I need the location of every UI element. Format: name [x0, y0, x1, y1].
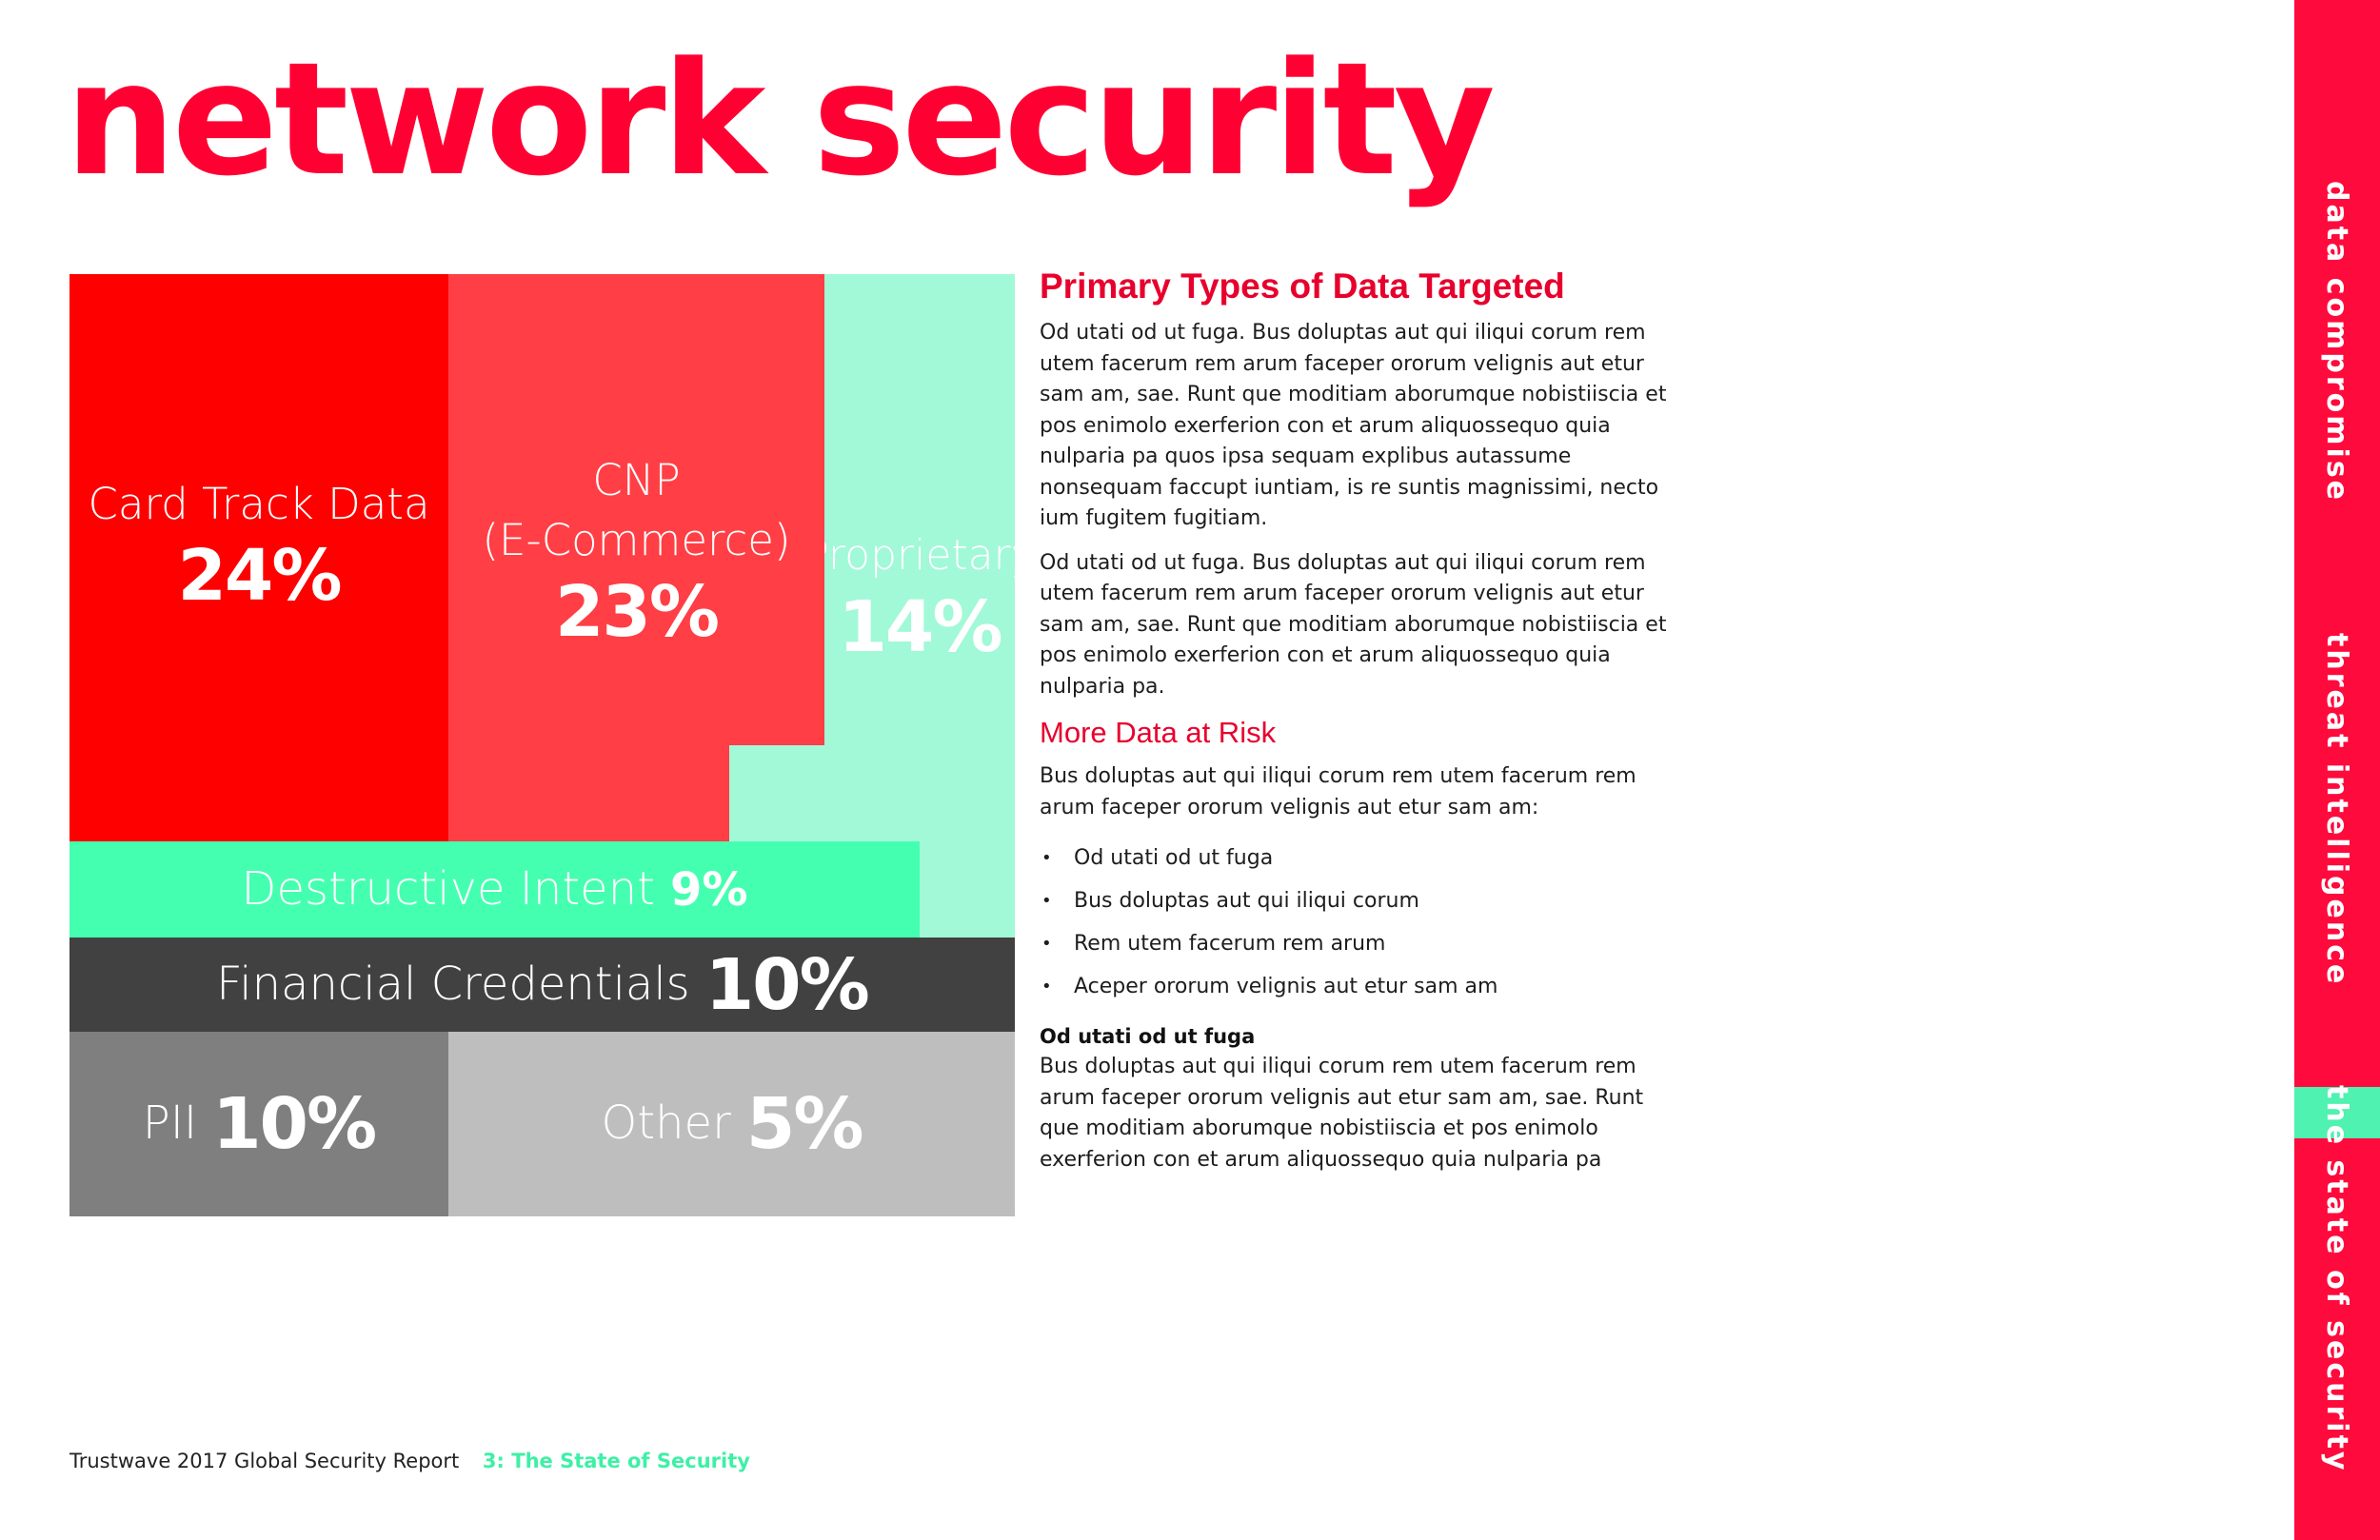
- article-column: Primary Types of Data Targeted Od utati …: [1040, 267, 1687, 1189]
- category-name: PII: [142, 1096, 198, 1151]
- category-name: Card Track Data: [88, 479, 430, 529]
- body-paragraph: Od utati od ut fuga. Bus doluptas aut qu…: [1040, 321, 1667, 530]
- treemap-tile-destructive-intent: [69, 841, 920, 938]
- treemap-tile-other: [448, 1032, 1015, 1216]
- category-percent: 24%: [177, 535, 342, 617]
- category-name: Destructive Intent: [241, 861, 655, 916]
- category-percent: 10%: [212, 1083, 377, 1165]
- side-nav-band: data compromise threat intelligence the …: [2294, 0, 2380, 1540]
- report-name: Trustwave 2017 Global Security Report: [69, 1450, 460, 1472]
- treemap-tile-cnp-lower: [448, 745, 729, 841]
- treemap-tile-card-track-data: [69, 274, 448, 841]
- body-paragraph: Bus doluptas aut qui iliqui corum rem ut…: [1040, 764, 1636, 819]
- side-nav-item-state-of-security[interactable]: the state of security: [2320, 1085, 2353, 1473]
- category-name: Proprietary: [824, 531, 1015, 580]
- active-section-tab: [2294, 1087, 2380, 1138]
- treemap-tile-financial-credentials: [69, 938, 1015, 1032]
- category-percent: 14%: [838, 585, 1002, 668]
- section-subheading: More Data at Risk: [1040, 716, 1277, 749]
- label-cnp: CNP (E-Commerce) 23%: [448, 450, 824, 655]
- label-destructive-intent: Destructive Intent 9%: [69, 841, 920, 938]
- category-percent: 5%: [745, 1083, 864, 1165]
- category-percent: 10%: [704, 943, 870, 1026]
- body-paragraph: Bus doluptas aut qui iliqui corum rem ut…: [1040, 1055, 1644, 1172]
- label-other: Other 5%: [448, 1032, 1015, 1216]
- list-item: Aceper ororum velignis aut etur sam am: [1040, 965, 1687, 1008]
- treemap-tile-cnp: [448, 274, 824, 745]
- side-nav-item-data-compromise[interactable]: data compromise: [2320, 181, 2353, 503]
- list-item: Bus doluptas aut qui iliqui corum: [1040, 879, 1687, 922]
- page-footer: Trustwave 2017 Global Security Report 3:…: [69, 1450, 750, 1472]
- category-percent: 9%: [669, 862, 748, 917]
- label-proprietary: Proprietary 14%: [824, 526, 1015, 669]
- page-title: network security: [65, 29, 1496, 210]
- list-item: Rem utem facerum rem arum: [1040, 922, 1687, 965]
- category-name-line2: (E-Commerce): [482, 515, 791, 565]
- body-paragraph: Od utati od ut fuga. Bus doluptas aut qu…: [1040, 550, 1667, 699]
- side-nav-item-threat-intelligence[interactable]: threat intelligence: [2320, 633, 2353, 987]
- treemap-tile-pii: [69, 1032, 448, 1216]
- label-pii: PII 10%: [69, 1032, 448, 1216]
- label-financial-credentials: Financial Credentials 10%: [69, 938, 1015, 1032]
- label-card-track-data: Card Track Data 24%: [69, 474, 448, 619]
- section-link[interactable]: 3: The State of Security: [482, 1450, 750, 1472]
- category-percent: 23%: [554, 571, 720, 653]
- category-name: Financial Credentials: [216, 957, 690, 1011]
- category-name: Other: [601, 1096, 731, 1151]
- section-heading: Primary Types of Data Targeted: [1040, 267, 1565, 306]
- list-item: Od utati od ut fuga: [1040, 837, 1687, 879]
- data-types-treemap: Card Track Data 24% CNP (E-Commerce) 23%…: [69, 274, 1015, 1216]
- bold-label: Od utati od ut fuga: [1040, 1025, 1256, 1048]
- bullet-list: Od utati od ut fuga Bus doluptas aut qui…: [1040, 837, 1687, 1008]
- category-name: CNP: [592, 455, 681, 505]
